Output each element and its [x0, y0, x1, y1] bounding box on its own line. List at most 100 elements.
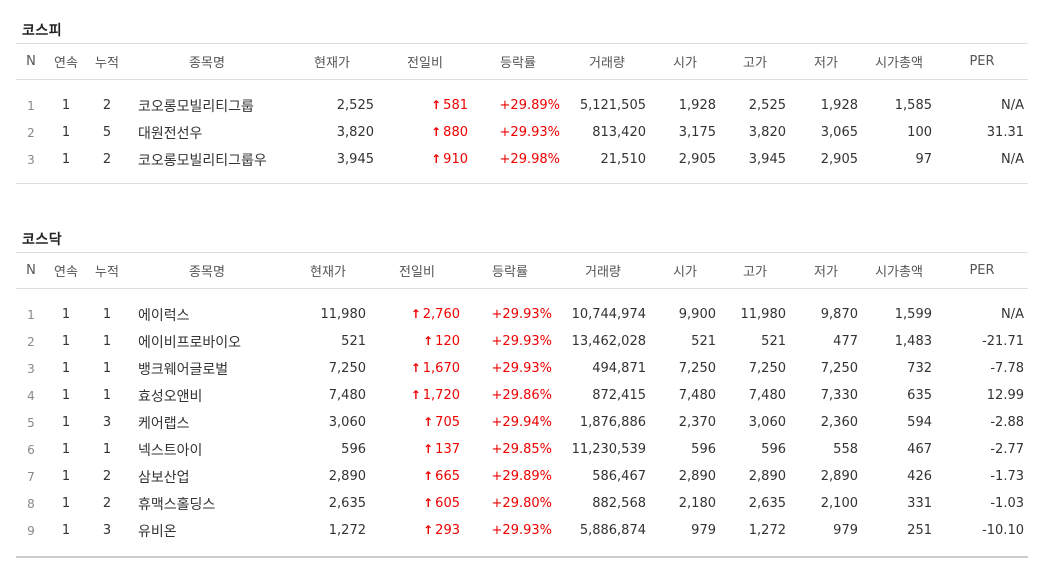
- row-stock-name[interactable]: 에이비프로바이오: [138, 334, 242, 351]
- row-streak: 1: [61, 307, 71, 322]
- col-total[interactable]: 누적: [86, 252, 128, 289]
- table-row[interactable]: 8 1 2 휴맥스홀딩스 2,635 ↑ 605 +29.80% 882,568 2,180 2,6…: [16, 490, 1028, 517]
- row-rate: +29.94%: [491, 415, 552, 430]
- row-stock-name[interactable]: 넥스트아이: [138, 442, 203, 459]
- table-row[interactable]: 3 1 1 뱅크웨어글로벌 7,250 ↑ 1,670 +29.93% 494,871 7,250…: [16, 355, 1028, 382]
- table-row[interactable]: 1 1 2 코오롱모빌리티그룹 2,525 ↑ 581 +29.89% 5,121,505 1,9…: [16, 92, 1028, 119]
- col-high[interactable]: 고가: [720, 252, 790, 289]
- row-open: 2,890: [678, 469, 716, 484]
- row-rate: +29.89%: [491, 469, 552, 484]
- col-name[interactable]: 종목명: [128, 252, 286, 289]
- col-change[interactable]: 전일비: [378, 43, 472, 80]
- table-row[interactable]: 3 1 2 코오롱모빌리티그룹우 3,945 ↑ 910 +29.98% 21,510 2,905…: [16, 146, 1028, 173]
- up-arrow-icon: ↑: [423, 523, 434, 537]
- row-low: 7,250: [820, 361, 858, 376]
- row-stock-name[interactable]: 코오롱모빌리티그룹: [138, 98, 254, 115]
- row-high: 596: [761, 442, 786, 457]
- col-low[interactable]: 저가: [790, 252, 862, 289]
- table-row[interactable]: 9 1 3 유비온 1,272 ↑ 293 +29.93% 5,886,874 979 1,272 9…: [16, 517, 1028, 544]
- col-cap[interactable]: 시가총액: [862, 252, 936, 289]
- col-per[interactable]: PER: [936, 252, 1028, 289]
- row-change: ↑ 137: [370, 436, 464, 463]
- row-change-value: 2,760: [422, 307, 460, 322]
- table-row[interactable]: 7 1 2 삼보산업 2,890 ↑ 665 +29.89% 586,467 2,890 2,890…: [16, 463, 1028, 490]
- table-row[interactable]: 4 1 1 효성오앤비 7,480 ↑ 1,720 +29.86% 872,415 7,480 7,…: [16, 382, 1028, 409]
- row-high: 7,250: [748, 361, 786, 376]
- row-high: 2,890: [748, 469, 786, 484]
- kospi-bottom-divider: [16, 183, 1028, 184]
- row-cap: 1,599: [894, 307, 932, 322]
- row-low: 2,360: [820, 415, 858, 430]
- table-row[interactable]: 6 1 1 넥스트아이 596 ↑ 137 +29.85% 11,230,539 596 596 55…: [16, 436, 1028, 463]
- row-volume: 872,415: [592, 388, 646, 403]
- col-open[interactable]: 시가: [650, 43, 720, 80]
- row-change-value: 120: [435, 334, 460, 349]
- row-rate: +29.80%: [491, 496, 552, 511]
- row-change: ↑ 120: [370, 328, 464, 355]
- row-volume: 494,871: [592, 361, 646, 376]
- col-rate[interactable]: 등락률: [464, 252, 556, 289]
- row-per: 31.31: [986, 125, 1024, 140]
- kospi-header-row: N 연속 누적 종목명 현재가 전일비 등락률 거래량 시가 고가 저가 시가총…: [16, 43, 1028, 80]
- row-volume: 1,876,886: [579, 415, 646, 430]
- row-per: -1.73: [990, 469, 1024, 484]
- row-low: 1,928: [820, 98, 858, 113]
- row-cap: 426: [907, 469, 932, 484]
- row-stock-name[interactable]: 휴맥스홀딩스: [138, 496, 216, 513]
- table-row[interactable]: 1 1 1 에이럭스 11,980 ↑ 2,760 +29.93% 10,744,974 9,90…: [16, 301, 1028, 328]
- row-volume: 882,568: [592, 496, 646, 511]
- col-change[interactable]: 전일비: [370, 252, 464, 289]
- table-row[interactable]: 5 1 3 케어랩스 3,060 ↑ 705 +29.94% 1,876,886 2,370 3,0…: [16, 409, 1028, 436]
- row-stock-name[interactable]: 대원전선우: [138, 125, 203, 142]
- row-stock-name[interactable]: 유비온: [138, 523, 177, 540]
- row-price: 7,480: [328, 388, 366, 403]
- row-change-value: 1,670: [422, 361, 460, 376]
- col-n[interactable]: N: [16, 43, 46, 80]
- col-low[interactable]: 저가: [790, 43, 862, 80]
- col-streak[interactable]: 연속: [46, 252, 86, 289]
- row-number: 6: [27, 442, 35, 457]
- row-total: 2: [102, 98, 112, 113]
- row-streak: 1: [61, 334, 71, 349]
- row-change: ↑ 293: [370, 517, 464, 544]
- col-total[interactable]: 누적: [86, 43, 128, 80]
- table-row[interactable]: 2 1 1 에이비프로바이오 521 ↑ 120 +29.93% 13,462,028 521 52…: [16, 328, 1028, 355]
- table-row[interactable]: 2 1 5 대원전선우 3,820 ↑ 880 +29.93% 813,420 3,175 3,82…: [16, 119, 1028, 146]
- col-price[interactable]: 현재가: [286, 43, 378, 80]
- row-stock-name[interactable]: 효성오앤비: [138, 388, 203, 405]
- row-number: 3: [27, 361, 35, 376]
- row-stock-name[interactable]: 케어랩스: [138, 415, 190, 432]
- col-rate[interactable]: 등락률: [472, 43, 564, 80]
- row-cap: 732: [907, 361, 932, 376]
- row-price: 3,820: [336, 125, 374, 140]
- row-open: 9,900: [678, 307, 716, 322]
- row-cap: 635: [907, 388, 932, 403]
- col-volume[interactable]: 거래량: [556, 252, 650, 289]
- row-total: 3: [102, 523, 112, 538]
- row-number: 5: [27, 415, 35, 430]
- col-name[interactable]: 종목명: [128, 43, 286, 80]
- col-volume[interactable]: 거래량: [564, 43, 650, 80]
- row-total: 5: [102, 125, 112, 140]
- row-volume: 5,886,874: [579, 523, 646, 538]
- up-arrow-icon: ↑: [423, 415, 434, 429]
- col-open[interactable]: 시가: [650, 252, 720, 289]
- col-n[interactable]: N: [16, 252, 46, 289]
- row-streak: 1: [61, 125, 71, 140]
- row-rate: +29.93%: [491, 307, 552, 322]
- row-low: 9,870: [820, 307, 858, 322]
- row-streak: 1: [61, 496, 71, 511]
- row-stock-name[interactable]: 삼보산업: [138, 469, 190, 486]
- col-high[interactable]: 고가: [720, 43, 790, 80]
- row-stock-name[interactable]: 에이럭스: [138, 307, 190, 324]
- col-streak[interactable]: 연속: [46, 43, 86, 80]
- col-cap[interactable]: 시가총액: [862, 43, 936, 80]
- up-arrow-icon: ↑: [423, 496, 434, 510]
- row-streak: 1: [61, 152, 71, 167]
- row-stock-name[interactable]: 코오롱모빌리티그룹우: [138, 152, 267, 169]
- row-change-value: 605: [435, 496, 460, 511]
- col-price[interactable]: 현재가: [286, 252, 370, 289]
- col-per[interactable]: PER: [936, 43, 1028, 80]
- row-open: 2,905: [678, 152, 716, 167]
- row-stock-name[interactable]: 뱅크웨어글로벌: [138, 361, 229, 378]
